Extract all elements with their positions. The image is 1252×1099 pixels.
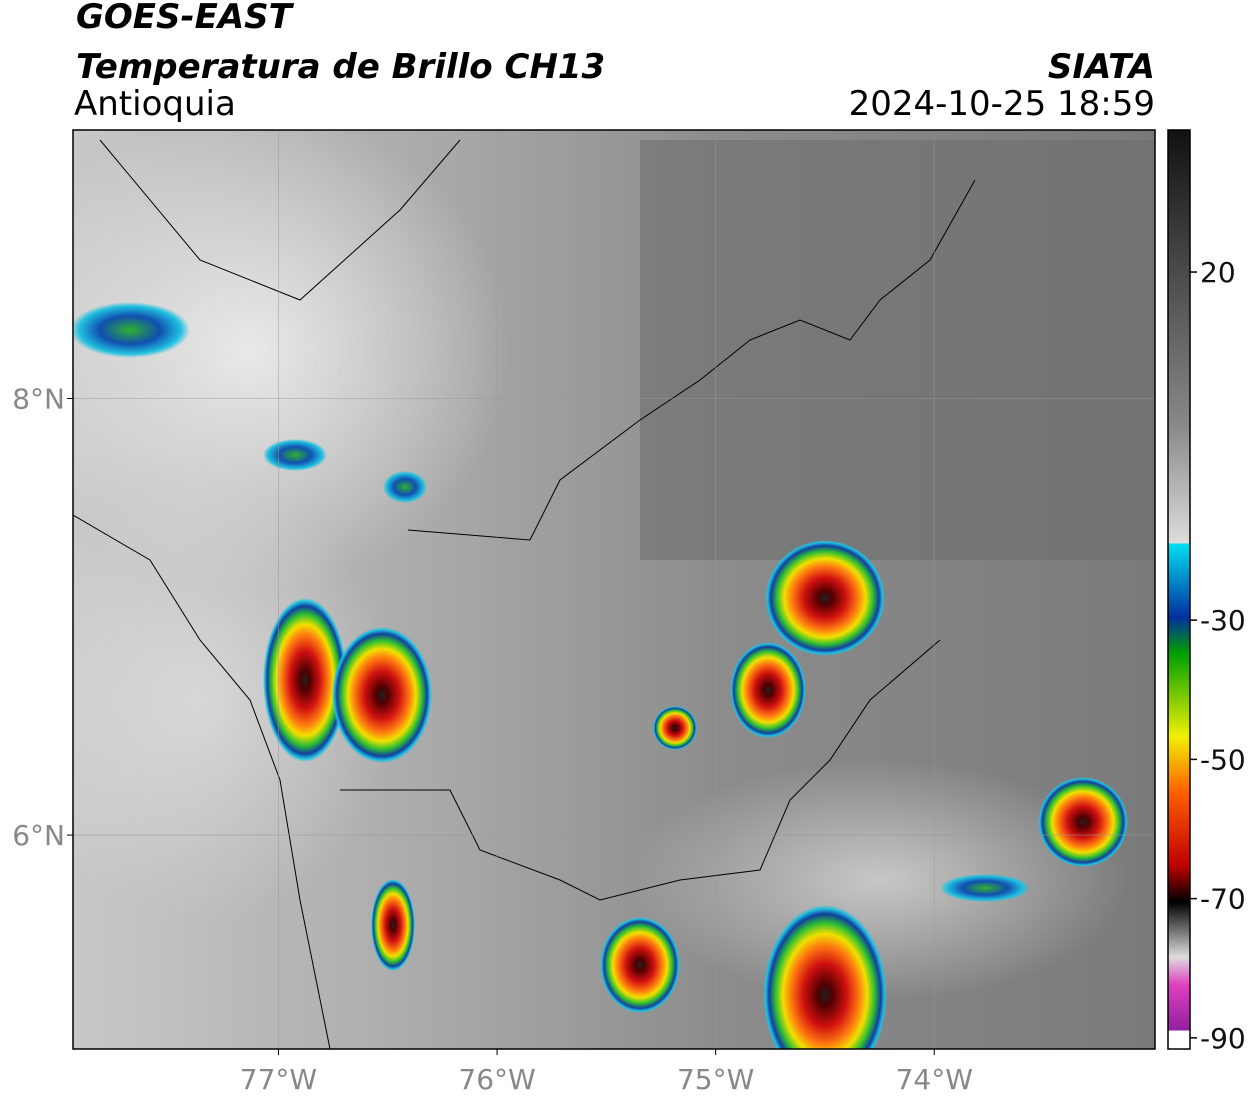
dark-region <box>640 140 1155 560</box>
border <box>340 639 941 901</box>
region: Antioquia <box>74 84 236 124</box>
storm-cell <box>1038 777 1128 867</box>
x-tick-label: 74°W <box>896 1063 973 1096</box>
subtitle: Temperatura de Brillo CH13 <box>76 47 605 87</box>
title: GOES-EAST <box>76 0 295 37</box>
cloud-top <box>73 302 190 358</box>
coastline <box>73 514 331 1049</box>
grid <box>73 130 1155 1049</box>
x-tick-label: 76°W <box>458 1063 535 1096</box>
storm-cell <box>263 598 347 762</box>
colorbar-tick-label: -70 <box>1200 883 1246 916</box>
x-tick-label: 75°W <box>677 1063 754 1096</box>
cloud-top <box>263 439 327 471</box>
storm-cell <box>371 879 415 971</box>
cloud <box>630 760 1130 1000</box>
y-tick-label: 6°N <box>12 819 65 852</box>
storm-cell <box>763 905 887 1049</box>
timestamp: 2024-10-25 18:59 <box>849 84 1155 124</box>
colorbar <box>1167 129 1191 1050</box>
source: SIATA <box>1048 47 1155 87</box>
plot-frame <box>72 129 1156 1050</box>
colorbar-tick-label: 20 <box>1200 256 1236 289</box>
cloud-top <box>383 471 427 503</box>
border <box>407 179 976 541</box>
storm-cell <box>653 706 697 750</box>
storm-cell <box>765 540 885 656</box>
colorbar-tick-label: -50 <box>1200 743 1246 776</box>
y-tick-label: 8°N <box>12 382 65 415</box>
storm-cell <box>332 627 432 763</box>
coastline <box>99 139 461 301</box>
x-tick-label: 77°W <box>240 1063 317 1096</box>
imagery <box>73 130 1155 1049</box>
cloud-top <box>940 874 1030 902</box>
colorbar-tick-label: -90 <box>1200 1022 1246 1055</box>
colorbar-tick-label: -30 <box>1200 604 1246 637</box>
storm-cell <box>600 917 680 1013</box>
storm-cell <box>730 642 806 738</box>
cloud <box>73 480 400 920</box>
